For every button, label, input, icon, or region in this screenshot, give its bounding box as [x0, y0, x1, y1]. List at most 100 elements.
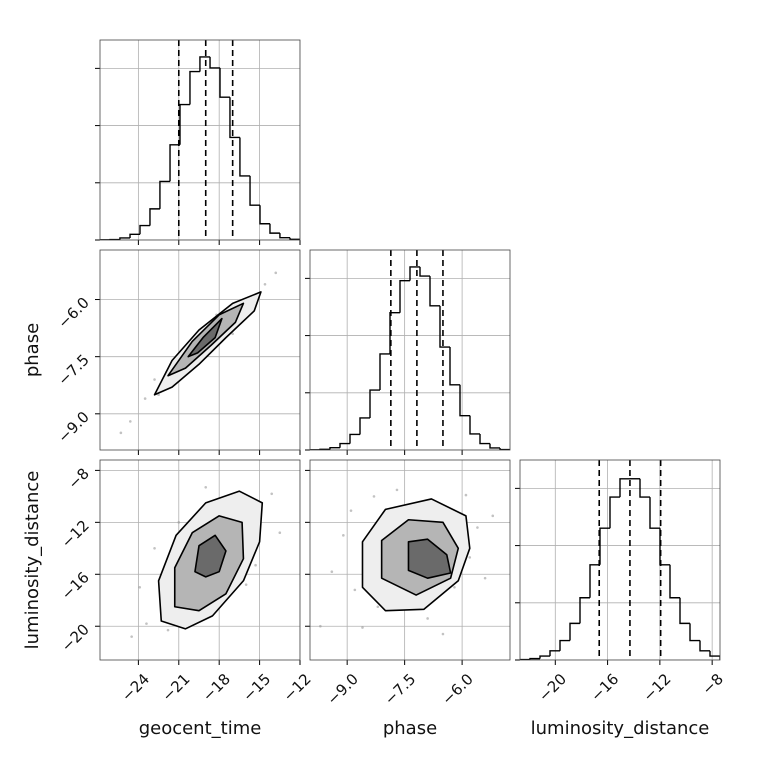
- y-tick-label: −7.5: [54, 351, 92, 389]
- x-tick-label: −9.0: [323, 670, 361, 708]
- histogram-step: [679, 597, 690, 625]
- histogram-step: [259, 205, 270, 225]
- sample-point: [342, 534, 345, 537]
- histogram-step: [249, 175, 260, 206]
- sample-point: [376, 605, 380, 609]
- histogram-step: [579, 597, 590, 624]
- histogram-step: [189, 70, 200, 105]
- histogram-step: [699, 640, 710, 652]
- histogram-step: [479, 433, 490, 445]
- x-tick-label: −24: [118, 670, 153, 705]
- sample-point: [330, 570, 334, 573]
- panel-frame: [309, 459, 511, 661]
- sample-point: [244, 583, 248, 586]
- panel: [520, 460, 720, 660]
- x-tick-label: −18: [199, 670, 234, 705]
- histogram-step: [639, 478, 650, 498]
- histogram-step: [599, 527, 610, 565]
- histogram-step: [389, 312, 400, 354]
- histogram-step: [709, 650, 720, 660]
- sample-point: [441, 632, 445, 636]
- panel-frame: [99, 459, 301, 661]
- sample-point: [395, 488, 399, 492]
- histogram-step: [139, 224, 150, 235]
- sample-point: [254, 563, 257, 567]
- histogram-step: [169, 144, 180, 182]
- x-tick-label: −16: [587, 670, 622, 705]
- sample-point: [372, 495, 376, 498]
- sample-point: [361, 626, 364, 629]
- histogram-step: [529, 657, 540, 660]
- panel: [310, 250, 510, 450]
- sample-point: [129, 420, 132, 423]
- sample-point: [476, 526, 479, 529]
- x-axis-label: geocent_time: [139, 718, 262, 739]
- histogram-step: [239, 137, 251, 177]
- sample-point: [204, 485, 208, 489]
- histogram-step: [669, 564, 680, 599]
- histogram-step: [349, 433, 360, 444]
- x-tick-label: −7.5: [381, 670, 419, 708]
- sample-point: [426, 617, 429, 620]
- sample-point: [177, 521, 181, 524]
- histogram-step: [269, 223, 280, 234]
- y-tick-label: −8: [64, 464, 92, 492]
- panel-frame: [309, 249, 511, 451]
- histogram-step: [129, 233, 140, 238]
- x-tick-label: −12: [280, 670, 315, 705]
- histogram-step: [359, 417, 370, 435]
- panel: [100, 40, 300, 240]
- sample-point: [153, 378, 156, 381]
- histogram-step: [219, 67, 230, 98]
- histogram-step: [339, 442, 350, 448]
- sample-point: [274, 271, 278, 275]
- y-tick-label: −9.0: [54, 408, 92, 446]
- contour: [194, 534, 227, 578]
- histogram-step: [589, 564, 600, 598]
- sample-point: [145, 622, 148, 625]
- histogram-step: [209, 56, 220, 69]
- histogram-step: [539, 655, 550, 659]
- histogram-step: [619, 478, 630, 498]
- histogram-step: [609, 496, 620, 529]
- x-tick-label: −20: [535, 670, 570, 705]
- sample-point: [491, 514, 495, 518]
- y-tick-label: −20: [58, 620, 93, 655]
- histogram-step: [159, 180, 171, 209]
- y-tick-label: −6.0: [54, 294, 92, 332]
- histogram-step: [559, 639, 570, 651]
- histogram-step: [659, 528, 670, 566]
- histogram-step: [429, 276, 440, 307]
- panel-frame: [519, 459, 721, 661]
- histogram-step: [329, 447, 340, 450]
- y-axis-label: phase: [22, 323, 43, 377]
- histogram-step: [449, 347, 460, 386]
- histogram-step: [369, 389, 380, 418]
- sample-point: [483, 576, 487, 580]
- histogram-step: [499, 447, 510, 450]
- sample-point: [278, 531, 282, 535]
- x-axis-label: phase: [383, 718, 437, 739]
- panel: [100, 460, 300, 660]
- histogram-step: [199, 56, 211, 72]
- histogram-step: [379, 353, 390, 391]
- histogram-step: [439, 305, 450, 348]
- sample-point: [143, 397, 147, 400]
- panel: [100, 250, 300, 450]
- histogram-step: [489, 443, 500, 449]
- histogram-step: [119, 237, 131, 240]
- histogram-step: [459, 384, 470, 417]
- histogram-step: [469, 415, 480, 435]
- y-axis-label: luminosity_distance: [22, 471, 43, 650]
- panel-frame: [99, 39, 301, 241]
- histogram-step: [149, 208, 160, 226]
- sample-point: [349, 509, 353, 512]
- x-tick-label: −8: [699, 670, 727, 698]
- histogram-step: [649, 497, 660, 529]
- sample-point: [119, 431, 123, 435]
- histogram-step: [289, 237, 300, 240]
- y-tick-label: −16: [58, 568, 93, 603]
- sample-point: [166, 628, 170, 632]
- x-tick-label: −12: [640, 670, 675, 705]
